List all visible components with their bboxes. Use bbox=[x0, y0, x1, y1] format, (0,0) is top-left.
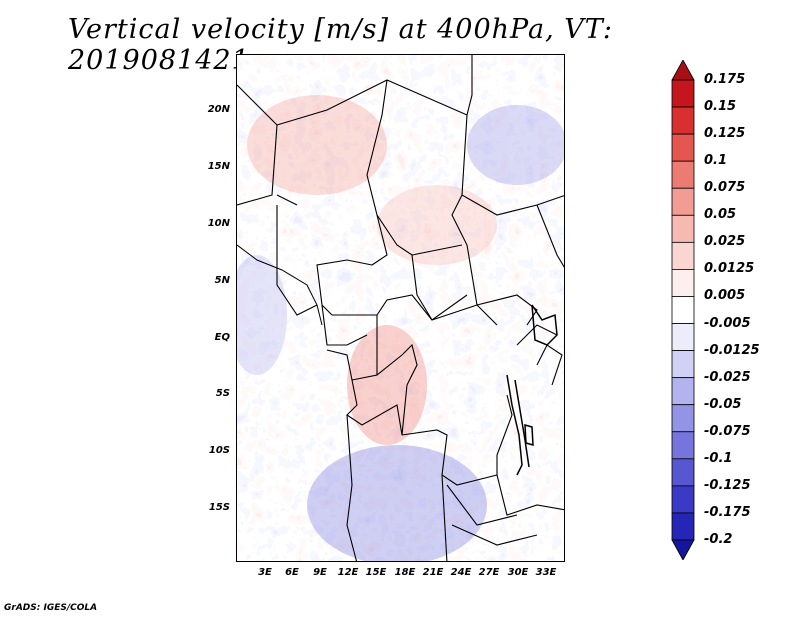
lat-label-eq: EQ bbox=[214, 332, 230, 343]
colorbar-segment bbox=[671, 323, 695, 351]
lon-label-30e: 30E bbox=[507, 567, 529, 578]
colorbar-label: 0.0125 bbox=[704, 261, 755, 277]
vertical-velocity-map bbox=[236, 54, 565, 562]
grads-credit: GrADS: IGES/COLA bbox=[4, 603, 98, 613]
colorbar-segment bbox=[671, 485, 695, 514]
lat-label-10s: 10S bbox=[208, 445, 230, 456]
lat-label-15s: 15S bbox=[208, 502, 230, 513]
colorbar-label: -0.0125 bbox=[704, 342, 760, 358]
colorbar-label: -0.2 bbox=[704, 532, 733, 547]
colorbar-segment bbox=[671, 431, 695, 460]
colorbar-label: 0.05 bbox=[704, 207, 737, 223]
colorbar-label: 0.005 bbox=[704, 288, 746, 304]
colorbar-segment bbox=[671, 512, 695, 541]
colorbar-segment bbox=[671, 106, 695, 135]
map-field-svg bbox=[237, 55, 564, 561]
colorbar-label: 0.15 bbox=[704, 99, 737, 115]
map-title: Vertical velocity [m/s] at 400hPa, VT: 2… bbox=[68, 14, 613, 76]
country-boundaries bbox=[237, 55, 564, 561]
colorbar-segment bbox=[671, 241, 695, 270]
colorbar-label: 0.175 bbox=[704, 72, 746, 87]
colorbar-segment bbox=[671, 133, 695, 162]
colorbar-label: -0.075 bbox=[704, 423, 751, 439]
colorbar-segment bbox=[671, 160, 695, 189]
colorbar-segment bbox=[671, 377, 695, 406]
lat-label-5n: 5N bbox=[214, 275, 230, 286]
colorbar-segment bbox=[671, 269, 695, 297]
colorbar-segment bbox=[671, 187, 695, 216]
colorbar-label: -0.175 bbox=[704, 504, 751, 520]
colorbar bbox=[671, 60, 695, 560]
lon-label-15e: 15E bbox=[365, 567, 387, 578]
colorbar-label: 0.025 bbox=[704, 234, 746, 250]
lat-label-5s: 5S bbox=[215, 388, 230, 399]
colorbar-label: -0.1 bbox=[704, 450, 733, 466]
lon-label-6e: 6E bbox=[285, 567, 299, 578]
lon-label-21e: 21E bbox=[422, 567, 444, 578]
colorbar-segment bbox=[671, 79, 695, 108]
lon-label-33e: 33E bbox=[535, 567, 557, 578]
colorbar-segment bbox=[671, 404, 695, 433]
colorbar-label: -0.125 bbox=[704, 477, 751, 493]
colorbar-segment bbox=[671, 60, 695, 81]
colorbar-label: -0.05 bbox=[704, 396, 742, 412]
lon-label-3e: 3E bbox=[258, 567, 272, 578]
lon-label-12e: 12E bbox=[337, 567, 359, 578]
lon-label-27e: 27E bbox=[478, 567, 500, 578]
lake-outlines bbox=[506, 304, 558, 476]
velocity-field bbox=[237, 55, 564, 561]
coastline bbox=[237, 244, 323, 326]
lat-label-15n: 15N bbox=[207, 161, 230, 172]
field-tints bbox=[237, 95, 564, 561]
colorbar-segment bbox=[671, 350, 695, 379]
lon-label-24e: 24E bbox=[450, 567, 472, 578]
lat-label-10n: 10N bbox=[207, 218, 230, 229]
colorbar-label: -0.005 bbox=[704, 315, 751, 331]
colorbar-segment bbox=[671, 214, 695, 243]
lon-label-18e: 18E bbox=[394, 567, 416, 578]
colorbar-label: 0.1 bbox=[704, 153, 728, 169]
colorbar-segment bbox=[671, 539, 695, 560]
colorbar-label: -0.025 bbox=[704, 369, 751, 385]
colorbar-label: 0.125 bbox=[704, 126, 746, 142]
colorbar-segment bbox=[671, 296, 695, 324]
colorbar-segment bbox=[671, 458, 695, 487]
colorbar-label: 0.075 bbox=[704, 180, 746, 196]
lat-label-20n: 20N bbox=[207, 104, 230, 115]
lon-label-9e: 9E bbox=[313, 567, 327, 578]
